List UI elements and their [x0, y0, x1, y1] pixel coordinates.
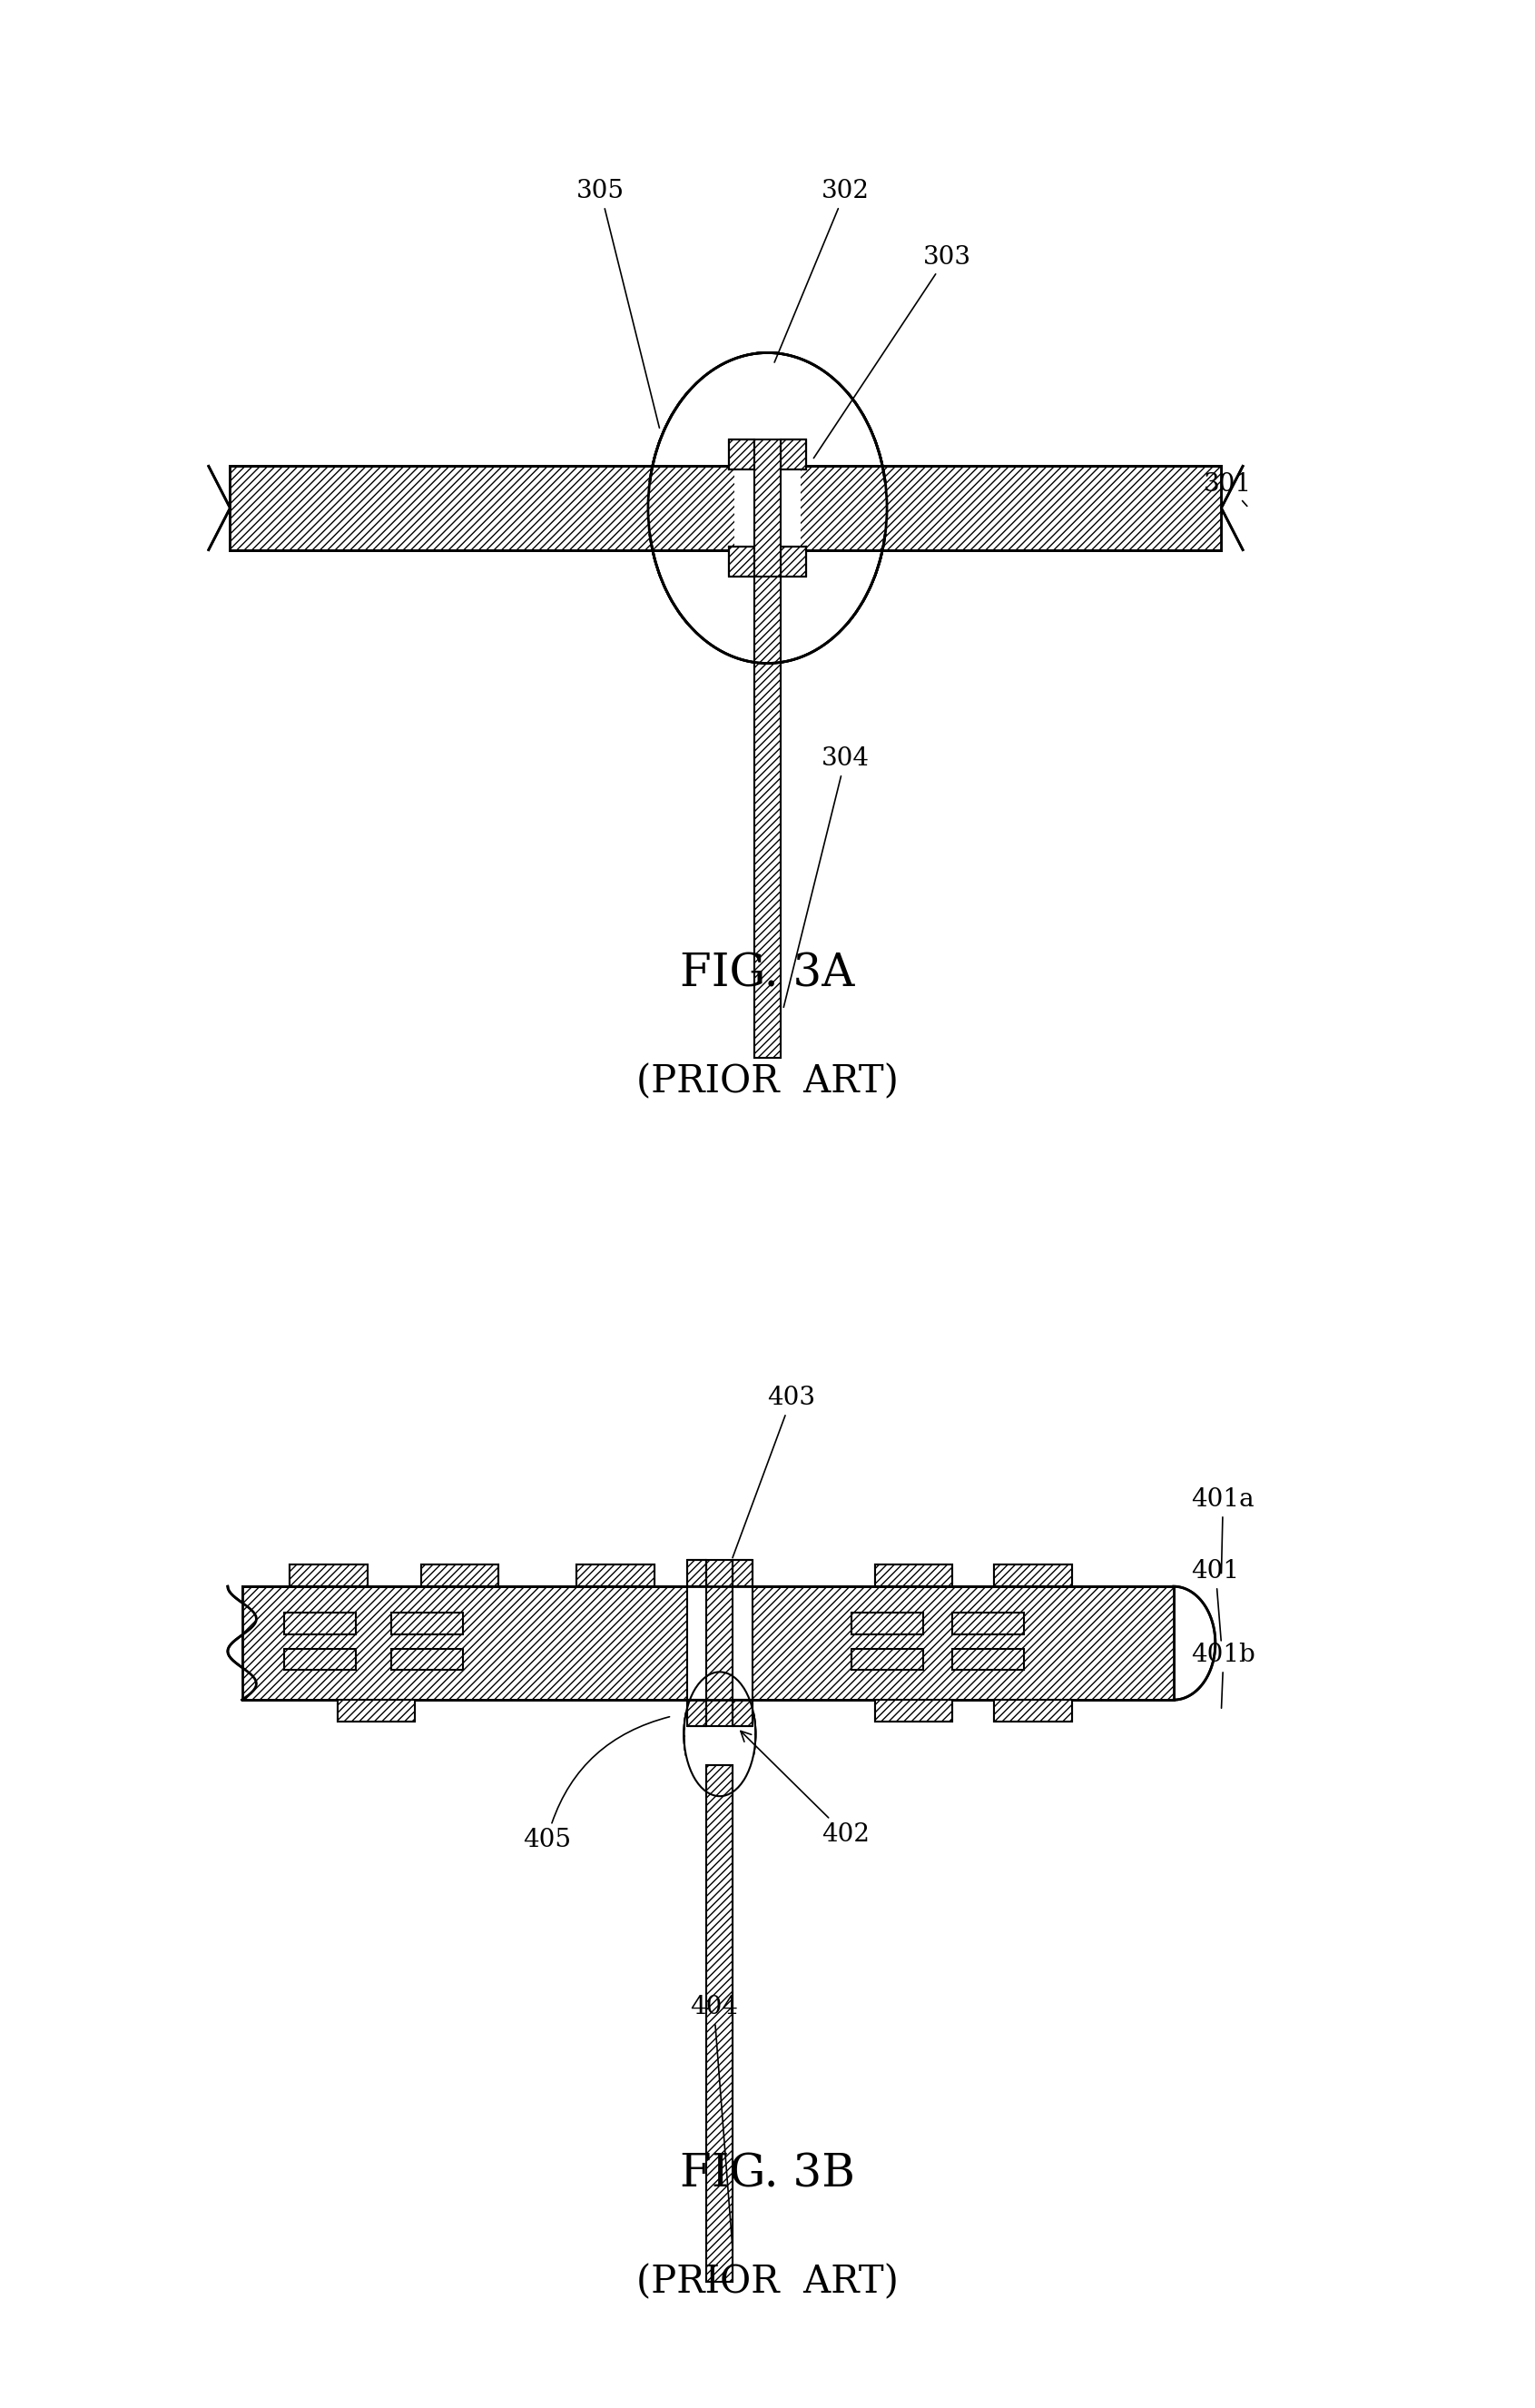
Bar — [732, 1560, 752, 1587]
Bar — [953, 1649, 1024, 1671]
Text: (PRIOR  ART): (PRIOR ART) — [637, 2264, 898, 2302]
Bar — [391, 1649, 464, 1671]
Bar — [953, 1613, 1024, 1635]
Bar — [284, 1613, 356, 1635]
Bar — [995, 1700, 1071, 1722]
Bar — [953, 1649, 1024, 1671]
Bar — [729, 438, 754, 470]
Bar — [230, 467, 1222, 549]
Text: 304: 304 — [784, 746, 869, 1007]
Ellipse shape — [648, 352, 887, 662]
Bar — [995, 1700, 1071, 1722]
Text: 303: 303 — [814, 246, 970, 458]
Text: 403: 403 — [732, 1387, 815, 1558]
Bar — [243, 1587, 1174, 1700]
Bar — [284, 1613, 356, 1635]
Text: 401: 401 — [1191, 1560, 1240, 1640]
Bar — [686, 1560, 706, 1587]
Text: 402: 402 — [741, 1731, 869, 1847]
Bar — [635, 467, 958, 549]
Bar — [391, 1649, 464, 1671]
Text: 302: 302 — [775, 178, 869, 361]
Bar — [290, 1565, 367, 1587]
Bar — [338, 1700, 414, 1722]
Bar — [850, 1613, 923, 1635]
Bar — [953, 1613, 1024, 1635]
Bar — [686, 1671, 754, 1796]
Bar — [686, 1700, 706, 1727]
Bar — [850, 1649, 923, 1671]
Bar — [995, 1565, 1071, 1587]
Text: 301: 301 — [1203, 472, 1251, 506]
Text: FIG. 3B: FIG. 3B — [680, 2153, 855, 2196]
Bar — [735, 465, 800, 551]
Bar — [421, 1565, 499, 1587]
Bar — [338, 1700, 414, 1722]
Ellipse shape — [685, 1671, 755, 1796]
Bar — [754, 438, 781, 576]
Text: (PRIOR  ART): (PRIOR ART) — [637, 1062, 898, 1100]
Bar — [754, 576, 781, 1057]
Bar — [754, 576, 781, 1057]
Text: 401a: 401a — [1191, 1488, 1254, 1572]
Bar — [729, 438, 754, 470]
Bar — [781, 547, 806, 576]
Bar — [875, 1700, 953, 1722]
Bar — [421, 1565, 499, 1587]
Bar — [243, 1587, 1174, 1700]
Bar — [754, 462, 781, 576]
Bar — [706, 1765, 732, 2283]
Bar — [391, 1613, 464, 1635]
Ellipse shape — [648, 352, 887, 662]
Bar — [290, 1565, 367, 1587]
Bar — [875, 1565, 953, 1587]
Bar — [781, 438, 806, 470]
Bar — [706, 1560, 732, 1727]
Bar — [689, 352, 846, 662]
Bar — [706, 1765, 732, 2283]
Text: 305: 305 — [577, 178, 660, 429]
Bar — [729, 547, 754, 576]
Bar — [729, 547, 754, 576]
Bar — [735, 465, 800, 551]
Bar — [995, 1565, 1071, 1587]
Bar — [732, 1700, 752, 1727]
Bar — [230, 467, 1222, 549]
Bar — [850, 1613, 923, 1635]
Bar — [391, 1613, 464, 1635]
Ellipse shape — [685, 1671, 755, 1796]
Bar — [577, 1565, 654, 1587]
Ellipse shape — [648, 352, 887, 662]
Text: 401b: 401b — [1191, 1642, 1256, 1707]
Bar — [577, 1565, 654, 1587]
Bar — [875, 1700, 953, 1722]
Text: 404: 404 — [689, 1996, 738, 2249]
Bar — [875, 1565, 953, 1587]
Bar — [850, 1649, 923, 1671]
Bar — [284, 1649, 356, 1671]
Text: 405: 405 — [523, 1717, 669, 1852]
Bar — [781, 438, 806, 470]
Bar — [781, 547, 806, 576]
Text: FIG. 3A: FIG. 3A — [680, 951, 855, 997]
Bar — [284, 1649, 356, 1671]
Bar — [686, 1584, 752, 1700]
